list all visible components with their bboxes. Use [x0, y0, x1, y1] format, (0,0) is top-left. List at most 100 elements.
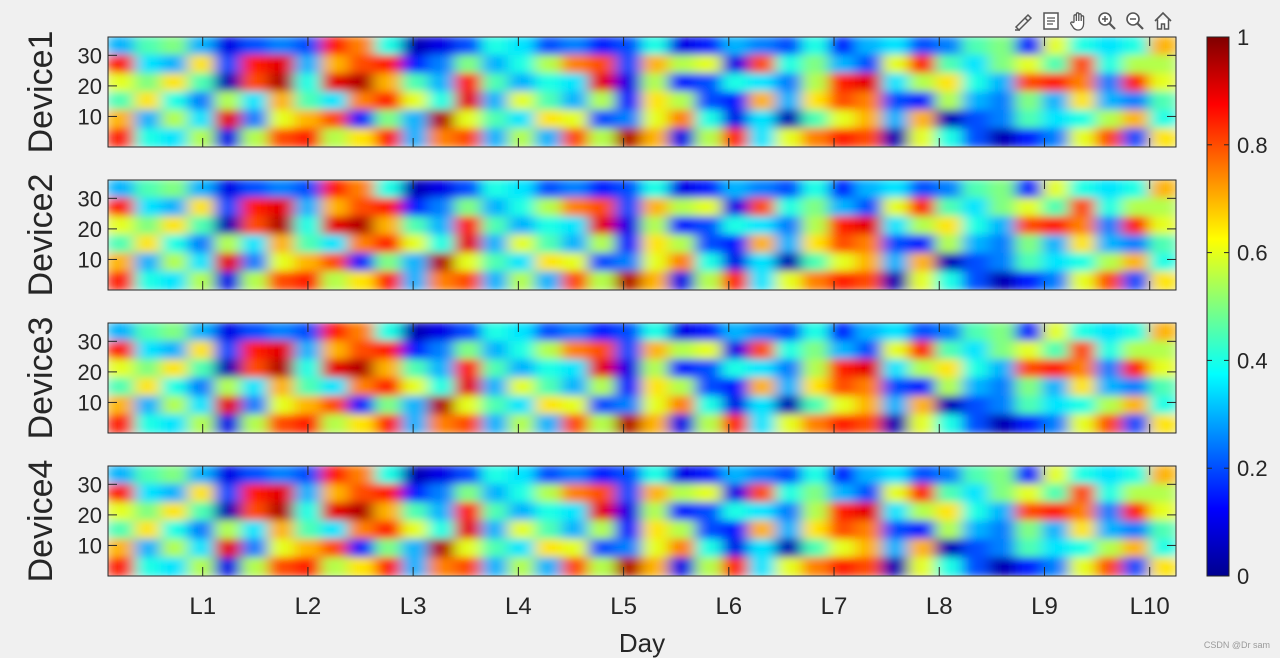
- heat-cell: [534, 91, 563, 111]
- heat-cell: [668, 271, 696, 290]
- heat-cell: [374, 37, 403, 56]
- heat-cell: [187, 128, 216, 147]
- heat-cell: [427, 91, 456, 111]
- heat-cell: [160, 109, 189, 130]
- heat-cell: [1015, 109, 1043, 130]
- heat-cell: [321, 538, 349, 559]
- heat-cell: [401, 557, 429, 576]
- heat-cell: [401, 37, 429, 56]
- pan-hand-icon[interactable]: [1066, 8, 1092, 34]
- heat-cell: [427, 502, 456, 522]
- heat-cell: [828, 466, 857, 485]
- heat-cell: [294, 377, 323, 397]
- heat-cell: [241, 377, 269, 397]
- heat-cell: [614, 180, 643, 199]
- heat-cell: [588, 414, 616, 433]
- heat-cell: [347, 520, 376, 540]
- heat-cell: [614, 395, 643, 416]
- heat-cell: [108, 359, 136, 379]
- heat-cell: [748, 502, 776, 522]
- heat-cell: [614, 54, 643, 75]
- heat-cell: [294, 252, 323, 273]
- heat-cell: [134, 414, 162, 433]
- heat-cell: [748, 234, 776, 254]
- heat-cell: [321, 128, 349, 147]
- heat-cell: [321, 54, 349, 75]
- heat-cell: [347, 340, 376, 361]
- heat-cell: [160, 73, 189, 93]
- heat-cell: [481, 483, 509, 504]
- heat-cell: [1122, 377, 1150, 397]
- heat-cell: [988, 197, 1017, 218]
- heat-cell: [294, 414, 323, 433]
- heat-cell: [614, 128, 643, 147]
- heat-cell: [641, 557, 670, 576]
- heat-cell: [721, 323, 750, 342]
- heat-cell: [267, 538, 296, 559]
- heat-cell: [1095, 340, 1124, 361]
- heat-cell: [775, 271, 803, 290]
- heat-cell: [641, 128, 670, 147]
- x-tick-label: L6: [715, 593, 742, 620]
- heat-cell: [801, 252, 830, 273]
- heat-cell: [935, 483, 963, 504]
- heat-cell: [454, 91, 483, 111]
- heat-cell: [641, 37, 670, 56]
- heat-cell: [641, 180, 670, 199]
- zoom-in-icon[interactable]: [1094, 8, 1120, 34]
- heat-cell: [241, 234, 269, 254]
- heat-cell: [1042, 483, 1070, 504]
- heat-cell: [214, 502, 242, 522]
- heat-cell: [534, 37, 563, 56]
- heat-cell: [694, 73, 723, 93]
- axes-box: [107, 179, 1177, 291]
- heat-cell: [454, 483, 483, 504]
- heat-cell: [294, 359, 323, 379]
- axes-toolbar: [1010, 8, 1176, 36]
- heat-cell: [241, 128, 269, 147]
- brush-icon[interactable]: [1010, 8, 1036, 34]
- y-tick-label: 30: [78, 329, 102, 354]
- heat-cell: [561, 395, 590, 416]
- heat-cell: [214, 91, 242, 111]
- heat-cell: [614, 359, 643, 379]
- home-icon[interactable]: [1150, 8, 1176, 34]
- heat-cell: [828, 377, 857, 397]
- heat-cell: [294, 557, 323, 576]
- heat-cell: [748, 197, 776, 218]
- heat-cell: [881, 271, 910, 290]
- heat-cell: [374, 91, 403, 111]
- heat-cell: [294, 340, 323, 361]
- heat-cell: [614, 271, 643, 290]
- heat-cell: [881, 180, 910, 199]
- datatip-icon[interactable]: [1038, 8, 1064, 34]
- heat-cell: [481, 359, 509, 379]
- heat-cell: [561, 414, 590, 433]
- heat-cell: [427, 323, 456, 342]
- x-tick-label: L4: [505, 593, 532, 620]
- heat-cell: [347, 197, 376, 218]
- heat-cell: [1148, 323, 1176, 342]
- heat-cell: [481, 414, 509, 433]
- heat-cell: [988, 54, 1017, 75]
- heat-cell: [614, 197, 643, 218]
- heat-cell: [1068, 197, 1097, 218]
- heat-cell: [775, 37, 803, 56]
- heat-cell: [988, 520, 1017, 540]
- panel-ylabel: Device2: [22, 174, 60, 297]
- heat-cell: [668, 466, 696, 485]
- heat-cell: [935, 128, 963, 147]
- heat-cell: [401, 180, 429, 199]
- heat-cell: [668, 340, 696, 361]
- heat-cell: [1015, 37, 1043, 56]
- heat-cell: [160, 520, 189, 540]
- heat-cell: [668, 520, 696, 540]
- heat-cell: [908, 414, 937, 433]
- zoom-out-icon[interactable]: [1122, 8, 1148, 34]
- heat-cell: [108, 557, 136, 576]
- heat-cell: [481, 323, 509, 342]
- heat-cell: [614, 109, 643, 130]
- heat-cell: [241, 557, 269, 576]
- heat-cell: [775, 73, 803, 93]
- heat-cell: [1095, 323, 1124, 342]
